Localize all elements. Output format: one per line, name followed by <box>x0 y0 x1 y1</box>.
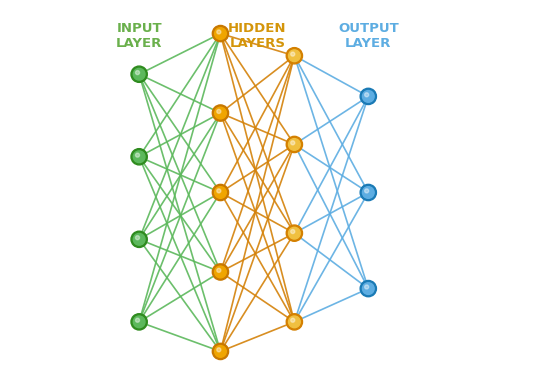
Circle shape <box>212 25 229 42</box>
Circle shape <box>131 314 147 330</box>
Circle shape <box>215 28 226 39</box>
Circle shape <box>217 30 221 34</box>
Circle shape <box>286 225 302 241</box>
Circle shape <box>362 283 374 295</box>
Circle shape <box>133 151 145 162</box>
Circle shape <box>212 343 229 360</box>
Circle shape <box>365 189 369 193</box>
Circle shape <box>286 48 302 64</box>
Text: INPUT
LAYER: INPUT LAYER <box>116 22 162 50</box>
Circle shape <box>286 314 302 330</box>
Circle shape <box>135 236 140 240</box>
Circle shape <box>291 52 295 56</box>
Circle shape <box>131 66 147 82</box>
Circle shape <box>360 280 376 297</box>
Circle shape <box>286 136 302 152</box>
Circle shape <box>215 107 226 119</box>
Circle shape <box>217 268 221 272</box>
Circle shape <box>215 187 226 198</box>
Circle shape <box>212 264 229 280</box>
Circle shape <box>365 285 369 289</box>
Text: HIDDEN
LAYERS: HIDDEN LAYERS <box>228 22 287 50</box>
Circle shape <box>365 93 369 97</box>
Circle shape <box>135 70 140 75</box>
Circle shape <box>215 346 226 357</box>
Circle shape <box>215 266 226 278</box>
Circle shape <box>362 187 374 198</box>
Circle shape <box>360 88 376 105</box>
Circle shape <box>133 69 145 80</box>
Circle shape <box>135 318 140 322</box>
Circle shape <box>291 318 295 322</box>
Circle shape <box>291 141 295 145</box>
Circle shape <box>131 231 147 248</box>
Circle shape <box>291 229 295 234</box>
Circle shape <box>212 105 229 121</box>
Circle shape <box>131 149 147 165</box>
Circle shape <box>217 189 221 193</box>
Circle shape <box>288 139 300 150</box>
Circle shape <box>212 184 229 201</box>
Circle shape <box>217 348 221 352</box>
Circle shape <box>288 316 300 328</box>
Circle shape <box>288 50 300 62</box>
Circle shape <box>217 109 221 114</box>
Circle shape <box>133 316 145 328</box>
Circle shape <box>360 184 376 201</box>
Text: OUTPUT
LAYER: OUTPUT LAYER <box>338 22 398 50</box>
Circle shape <box>362 90 374 102</box>
Circle shape <box>133 233 145 245</box>
Circle shape <box>135 153 140 157</box>
Circle shape <box>288 227 300 239</box>
